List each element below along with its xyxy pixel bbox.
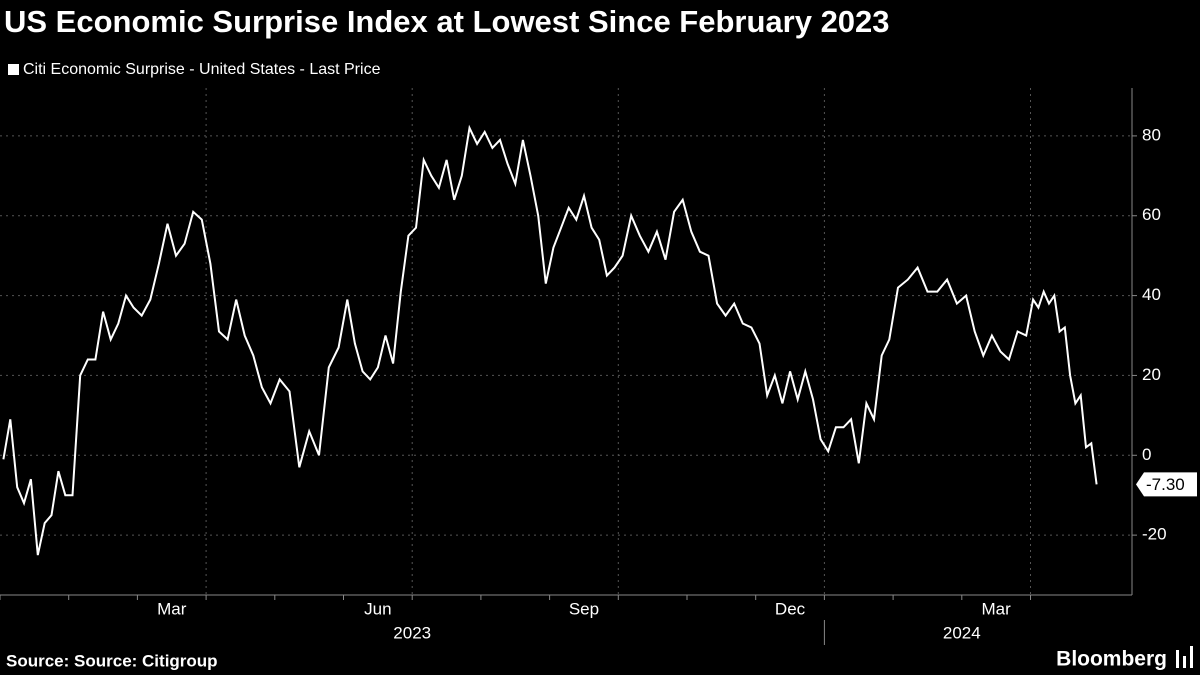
year-label: 2023 xyxy=(393,623,431,642)
brand-icon xyxy=(1183,656,1186,668)
x-tick-label: Dec xyxy=(775,599,806,618)
brand-icon xyxy=(1190,646,1193,668)
y-tick-label: 40 xyxy=(1142,285,1161,304)
x-tick-label: Mar xyxy=(157,599,187,618)
y-tick-label: 80 xyxy=(1142,125,1161,144)
y-tick-label: 0 xyxy=(1142,445,1151,464)
y-tick-label: 60 xyxy=(1142,205,1161,224)
source: Source: Source: Citigroup xyxy=(6,651,218,670)
y-tick-label: -20 xyxy=(1142,525,1167,544)
value-label: -7.30 xyxy=(1146,475,1185,494)
legend-label: Citi Economic Surprise - United States -… xyxy=(23,61,381,78)
brand: Bloomberg xyxy=(1056,648,1167,671)
x-tick-label: Jun xyxy=(364,599,391,618)
value-label-box xyxy=(1136,472,1197,497)
brand-icon xyxy=(1176,650,1179,668)
y-tick-label: 20 xyxy=(1142,365,1161,384)
year-label: 2024 xyxy=(943,623,981,642)
chart-title: US Economic Surprise Index at Lowest Sin… xyxy=(4,4,890,39)
line xyxy=(2,124,1098,556)
x-tick-label: Mar xyxy=(982,599,1012,618)
legend-swatch xyxy=(8,64,19,75)
x-tick-label: Sep xyxy=(569,599,599,618)
